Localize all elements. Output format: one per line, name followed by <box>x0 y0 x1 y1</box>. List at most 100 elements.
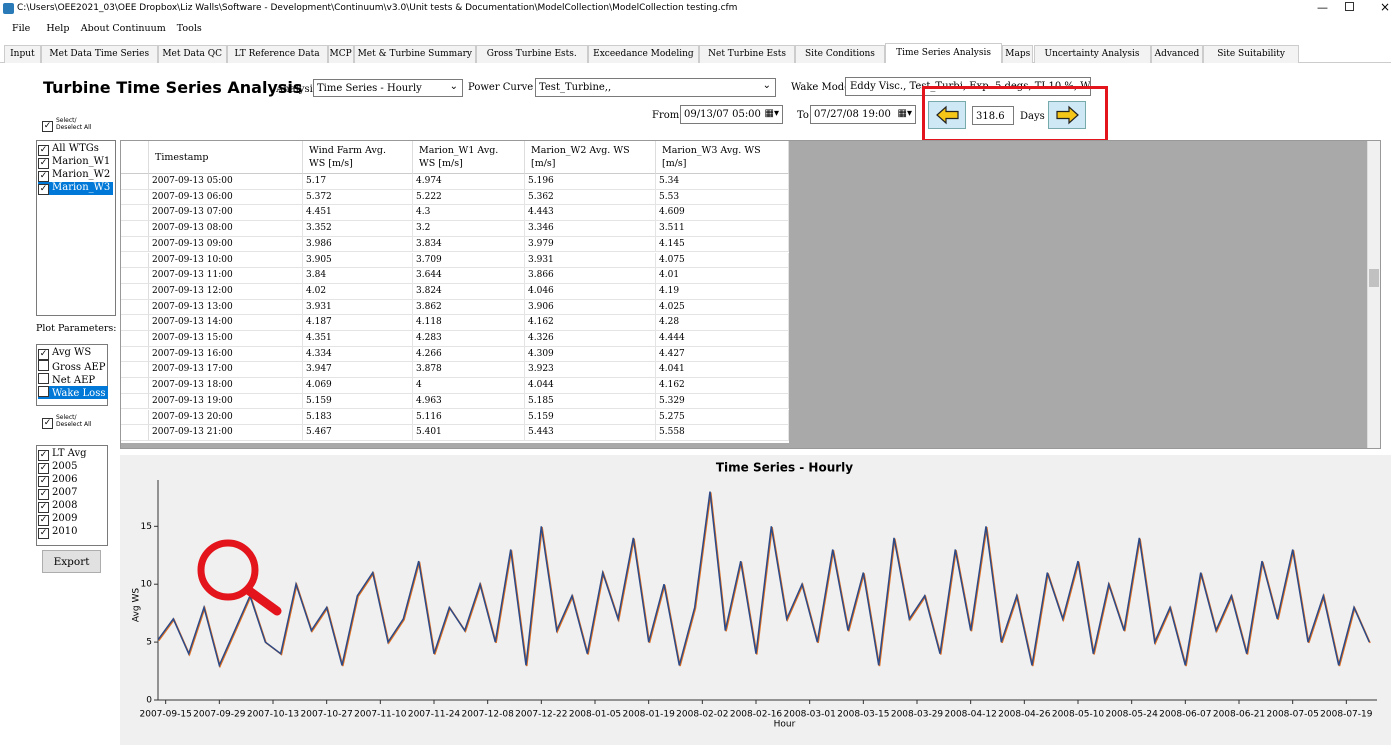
x-tick-label: 2007-09-15 <box>140 710 192 720</box>
days-label: Days <box>1020 111 1045 122</box>
checklist-item[interactable]: ✓ All WTGs <box>38 143 102 156</box>
checklist-label: LT Avg <box>52 448 87 459</box>
x-tick-label: 2007-12-22 <box>515 710 567 720</box>
grid-white-area <box>121 141 789 443</box>
checkbox[interactable]: ✓ <box>38 463 49 474</box>
checkbox[interactable]: ✓ <box>42 120 53 132</box>
checkbox[interactable]: ✓ <box>38 489 49 500</box>
checkbox[interactable]: ✓ <box>38 476 49 487</box>
tab[interactable]: Met Data Time Series <box>40 45 158 63</box>
select-all-row[interactable]: ✓ Select/ Deselect All <box>42 117 91 132</box>
row-header <box>121 331 149 347</box>
menu-item[interactable]: About Continuum <box>80 23 166 34</box>
grid-cell: 2007-09-13 17:00 <box>149 362 303 379</box>
tab[interactable]: Met Data QC <box>157 45 227 63</box>
checkbox[interactable]: ✓ <box>42 417 53 429</box>
grid-cell: 4.309 <box>525 346 656 363</box>
tab[interactable]: Met & Turbine Summary <box>353 45 476 63</box>
checklist-item[interactable]: ✓ 2006 <box>38 474 80 487</box>
x-tick-label: 2008-03-15 <box>837 710 889 720</box>
tab[interactable]: Uncertainty Analysis <box>1033 45 1151 63</box>
grid-cell: 3.947 <box>303 362 413 379</box>
checklist-item[interactable]: ✓ 2005 <box>38 461 80 474</box>
grid-cell: 3.511 <box>656 221 789 237</box>
checkbox[interactable]: ✓ <box>38 450 49 461</box>
next-button[interactable] <box>1048 101 1086 129</box>
x-tick-label: 2007-12-08 <box>462 710 515 720</box>
checkbox[interactable]: ✓ <box>38 349 49 360</box>
checklist-item[interactable]: ✓ 2008 <box>38 500 80 513</box>
x-tick-label: 2008-01-05 <box>569 710 621 720</box>
analysis-dropdown[interactable]: Time Series - Hourly ⌄ <box>313 79 463 97</box>
grid-cell: 4.266 <box>413 346 525 363</box>
from-date-picker[interactable]: 09/13/07 05:00 ▦▾ <box>680 105 783 124</box>
prev-button[interactable] <box>928 101 966 129</box>
tab[interactable]: Exceedance Modeling <box>587 45 700 63</box>
checkbox[interactable]: ✓ <box>38 502 49 513</box>
tab[interactable]: LT Reference Data <box>226 45 328 63</box>
grid-cell: 4.025 <box>656 299 789 316</box>
grid-cell: 4.3 <box>413 205 525 222</box>
scroll-thumb <box>1369 269 1379 287</box>
grid-cell: 4.974 <box>413 174 525 190</box>
row-header <box>121 268 149 284</box>
column-header: Marion_W2 Avg. WS [m/s] <box>525 141 656 174</box>
checkbox[interactable]: ✓ <box>38 145 49 156</box>
minimize-button[interactable]: — <box>1317 1 1328 14</box>
checkbox[interactable] <box>38 360 49 371</box>
column-header: Wind Farm Avg. WS [m/s] <box>303 141 413 174</box>
tab[interactable]: Gross Turbine Ests. <box>475 45 588 63</box>
grid-cell: 4.28 <box>656 315 789 331</box>
close-button[interactable]: × <box>1380 0 1391 14</box>
grid-cell: 2007-09-13 09:00 <box>149 236 303 253</box>
checklist-item[interactable]: ✓ 2009 <box>38 513 80 526</box>
checklist-item[interactable]: Wake Loss <box>38 386 109 399</box>
tab[interactable]: Maps <box>1002 45 1034 63</box>
checkbox[interactable] <box>38 386 49 397</box>
checklist-label: 2007 <box>52 487 78 498</box>
tab[interactable]: Time Series Analysis <box>885 43 1003 63</box>
checklist-item[interactable]: Gross AEP <box>38 360 108 373</box>
grid-cell: 4.351 <box>303 331 413 347</box>
tab[interactable]: Advanced <box>1150 45 1204 63</box>
grid-cell: 3.834 <box>413 236 525 253</box>
checkbox[interactable]: ✓ <box>38 184 49 195</box>
power-curve-dropdown[interactable]: Test_Turbine,, ⌄ <box>535 78 776 97</box>
menu-item[interactable]: Help <box>46 23 70 34</box>
menu-item[interactable]: Tools <box>176 23 202 34</box>
tab[interactable]: Site Suitability <box>1203 45 1299 63</box>
tab[interactable]: Net Turbine Ests <box>699 45 795 63</box>
checkbox[interactable]: ✓ <box>38 158 49 169</box>
right-arrow-icon <box>1056 105 1079 125</box>
checklist-item[interactable]: ✓ Avg WS <box>38 347 94 360</box>
checklist-item[interactable]: ✓ Marion_W2 <box>38 169 113 182</box>
grid-cell: 4.162 <box>525 315 656 331</box>
tab[interactable]: Input <box>4 45 41 63</box>
checkbox[interactable]: ✓ <box>38 528 49 539</box>
checklist-item[interactable]: ✓ Marion_W1 <box>38 156 113 169</box>
title-bar: C:\Users\OEE2021_03\OEE Dropbox\Liz Wall… <box>0 0 1391 19</box>
row-header <box>121 378 149 394</box>
checkbox[interactable]: ✓ <box>38 515 49 526</box>
grid-cell: 4.162 <box>656 378 789 394</box>
x-tick-label: 2008-06-21 <box>1213 710 1265 720</box>
checkbox[interactable] <box>38 373 49 384</box>
days-field[interactable]: 318.6 <box>972 106 1014 125</box>
checklist-item[interactable]: ✓ 2010 <box>38 526 80 539</box>
checklist-item[interactable]: ✓ LT Avg <box>38 448 90 461</box>
maximize-button[interactable] <box>1345 2 1354 11</box>
checklist: ✓ LT Avg ✓ 2005 ✓ 2006 ✓ 2007 ✓ 2008 ✓ 2009 ✓ 2010 <box>36 445 108 546</box>
checkbox[interactable]: ✓ <box>38 171 49 182</box>
tab[interactable]: Site Conditions <box>794 45 886 63</box>
select-all-row[interactable]: ✓ Select/ Deselect All <box>42 414 91 429</box>
to-date-picker[interactable]: 07/27/08 19:00 ▦▾ <box>810 105 916 124</box>
checklist-item[interactable]: Net AEP <box>38 373 98 386</box>
tab[interactable]: MCP <box>327 45 354 63</box>
grid-cell: 3.906 <box>525 299 656 316</box>
row-header <box>121 299 149 316</box>
checklist-item[interactable]: ✓ 2007 <box>38 487 80 500</box>
menu-item[interactable]: File <box>12 23 31 34</box>
checklist-item[interactable]: ✓ Marion_W3 <box>38 182 114 195</box>
export-button[interactable]: Export <box>42 550 101 573</box>
grid-cell: 5.159 <box>525 409 656 426</box>
